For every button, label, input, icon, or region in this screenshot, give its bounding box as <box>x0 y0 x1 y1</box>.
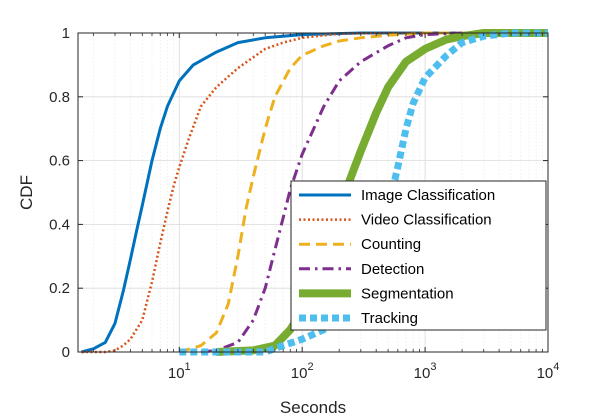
y-tick-label: 0.4 <box>49 216 70 233</box>
y-tick-label: 0.2 <box>49 280 70 297</box>
legend-label-2: Counting <box>361 236 421 253</box>
series-line-0 <box>81 31 548 354</box>
x-tick-label-base: 10 <box>168 365 185 382</box>
legend-label-1: Video Classification <box>361 212 492 229</box>
series-line-1 <box>81 31 548 354</box>
series-line-3 <box>200 31 548 354</box>
x-tick-label: 101 <box>168 361 191 382</box>
x-tick-label-exponent: 1 <box>185 361 191 373</box>
y-tick-label: 0.6 <box>49 153 70 170</box>
x-tick-label: 103 <box>414 361 437 382</box>
y-tick-label: 1 <box>62 25 70 42</box>
x-tick-label-base: 10 <box>291 365 308 382</box>
x-tick-label-exponent: 3 <box>430 361 436 373</box>
x-tick-label-exponent: 4 <box>553 361 559 373</box>
legend: Image Classification Video Classification… <box>290 180 547 331</box>
x-tick-label: 104 <box>537 361 560 382</box>
legend-label-4: Segmentation <box>361 285 454 302</box>
x-axis-title: Seconds <box>280 398 346 417</box>
legend-label-3: Detection <box>361 261 424 278</box>
legend-label-0: Image Classification <box>361 187 495 204</box>
y-axis-title: CDF <box>17 175 36 210</box>
legend-label-5: Tracking <box>361 310 418 327</box>
x-tick-label-base: 10 <box>537 365 554 382</box>
series-line-4 <box>216 29 548 356</box>
x-tick-label: 102 <box>291 361 314 382</box>
legend-box <box>290 180 547 331</box>
y-tick-label: 0.8 <box>49 89 70 106</box>
x-tick-label-base: 10 <box>414 365 431 382</box>
x-tick-label-exponent: 2 <box>307 361 313 373</box>
plot-area-frame <box>77 32 549 353</box>
y-tick-label: 0 <box>62 344 70 361</box>
